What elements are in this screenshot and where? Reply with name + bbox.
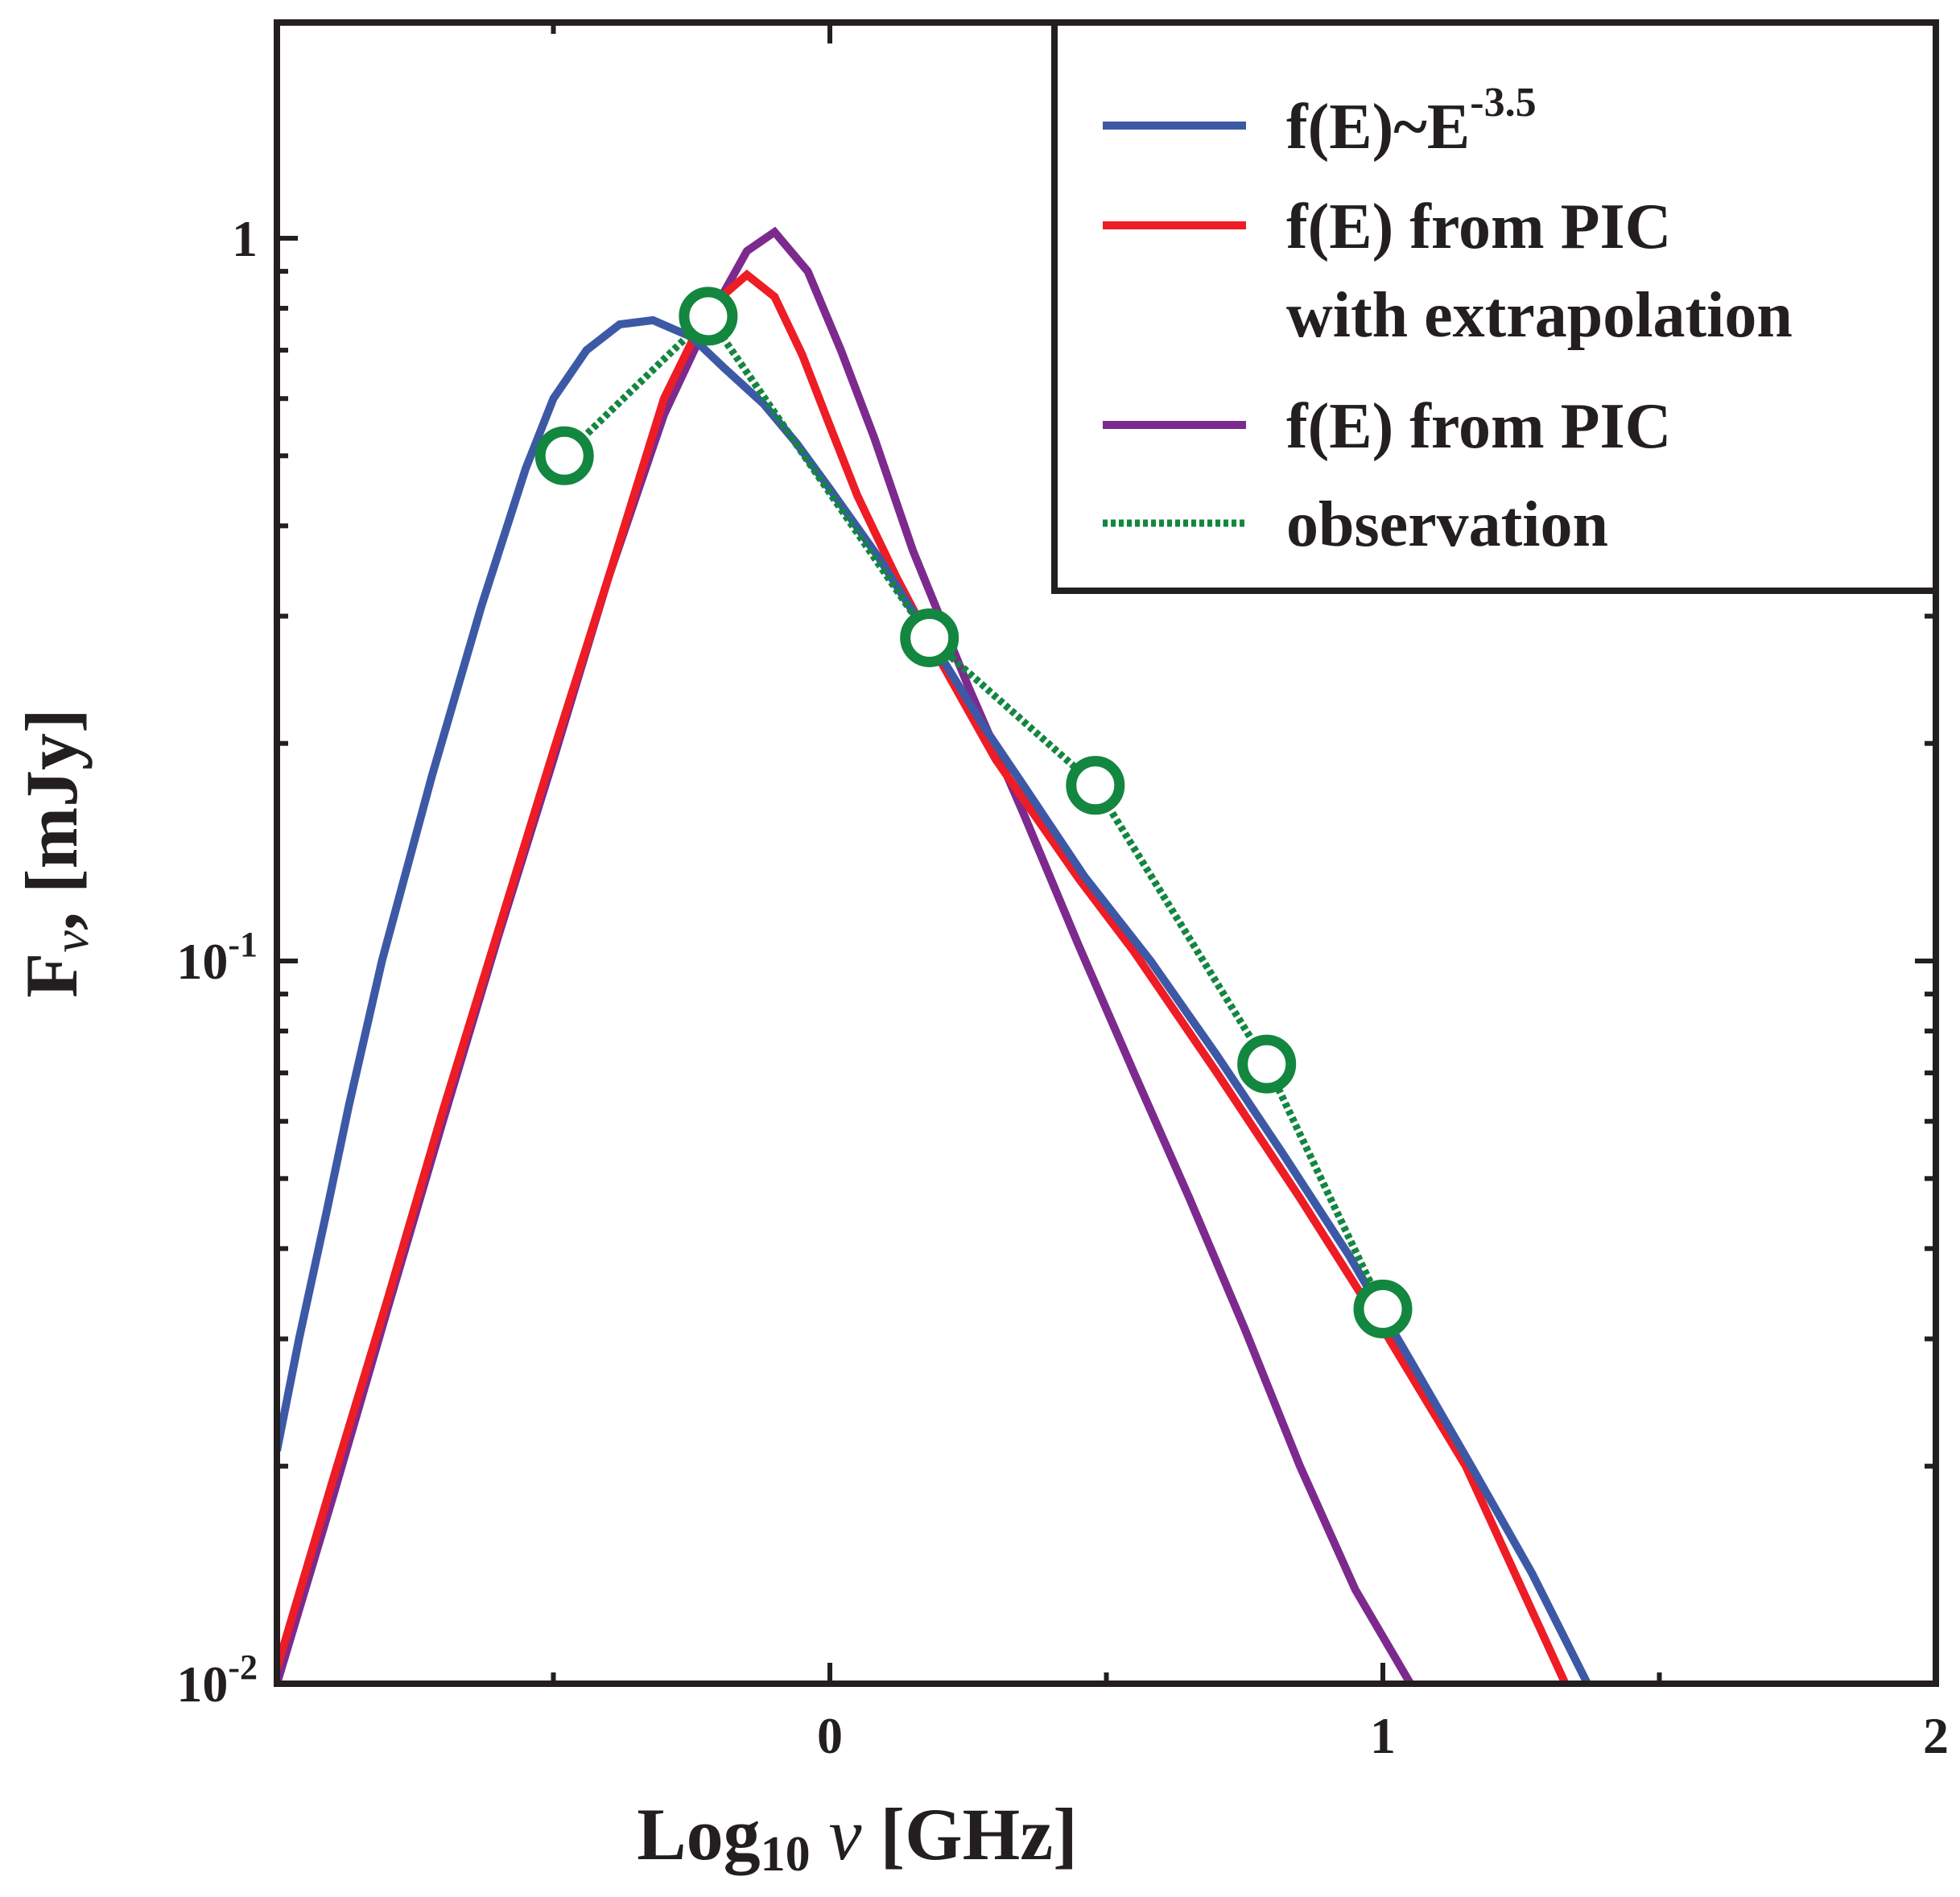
legend-label-pic-extrapolation-line2: with extrapolation <box>1286 280 1793 351</box>
observation-point-3 <box>1066 756 1125 815</box>
legend-label-power-law: f(E)~E-3.5 <box>1286 80 1537 163</box>
series-line-power-law <box>277 315 1591 1684</box>
y-axis-title: Fν, [mJy] <box>10 708 99 998</box>
series-line-pic-extrapolation <box>277 269 1570 1684</box>
legend-label-pic: f(E) from PIC <box>1286 391 1671 462</box>
observation-point-0 <box>534 426 594 485</box>
x-tick-label-2: 2 <box>1923 1707 1949 1764</box>
observation-point-4 <box>1237 1034 1297 1094</box>
tick-labels: 0 1 2 1 10-1 10-2 <box>176 210 1949 1764</box>
observation-point-5 <box>1353 1279 1413 1338</box>
y-tick-label-1: 10-1 <box>176 925 258 990</box>
series-layer <box>277 226 1591 1684</box>
y-axis-title-subscript: ν <box>44 930 99 953</box>
x-tick-label-1: 1 <box>1370 1707 1396 1764</box>
x-axis-title: Log10 ν [GHz] <box>637 1793 1077 1882</box>
series-line-observation <box>562 310 1387 1311</box>
x-axis-title-subscript: 10 <box>761 1827 811 1882</box>
observation-point-2 <box>900 608 959 667</box>
x-tick-label-0: 0 <box>817 1707 843 1764</box>
y-tick-label-0: 1 <box>232 210 258 267</box>
legend-label-observation: observation <box>1286 489 1608 560</box>
observation-point-1 <box>679 287 738 346</box>
legend-box <box>1051 19 1939 594</box>
legend-label-pic-extrapolation-line1: f(E) from PIC <box>1286 192 1671 262</box>
legend-label-power-law-superscript: -3.5 <box>1470 80 1536 126</box>
legend: f(E)~E-3.5 f(E) from PIC with extrapolat… <box>1051 19 1939 594</box>
y-tick-label-2: 10-2 <box>176 1648 258 1713</box>
